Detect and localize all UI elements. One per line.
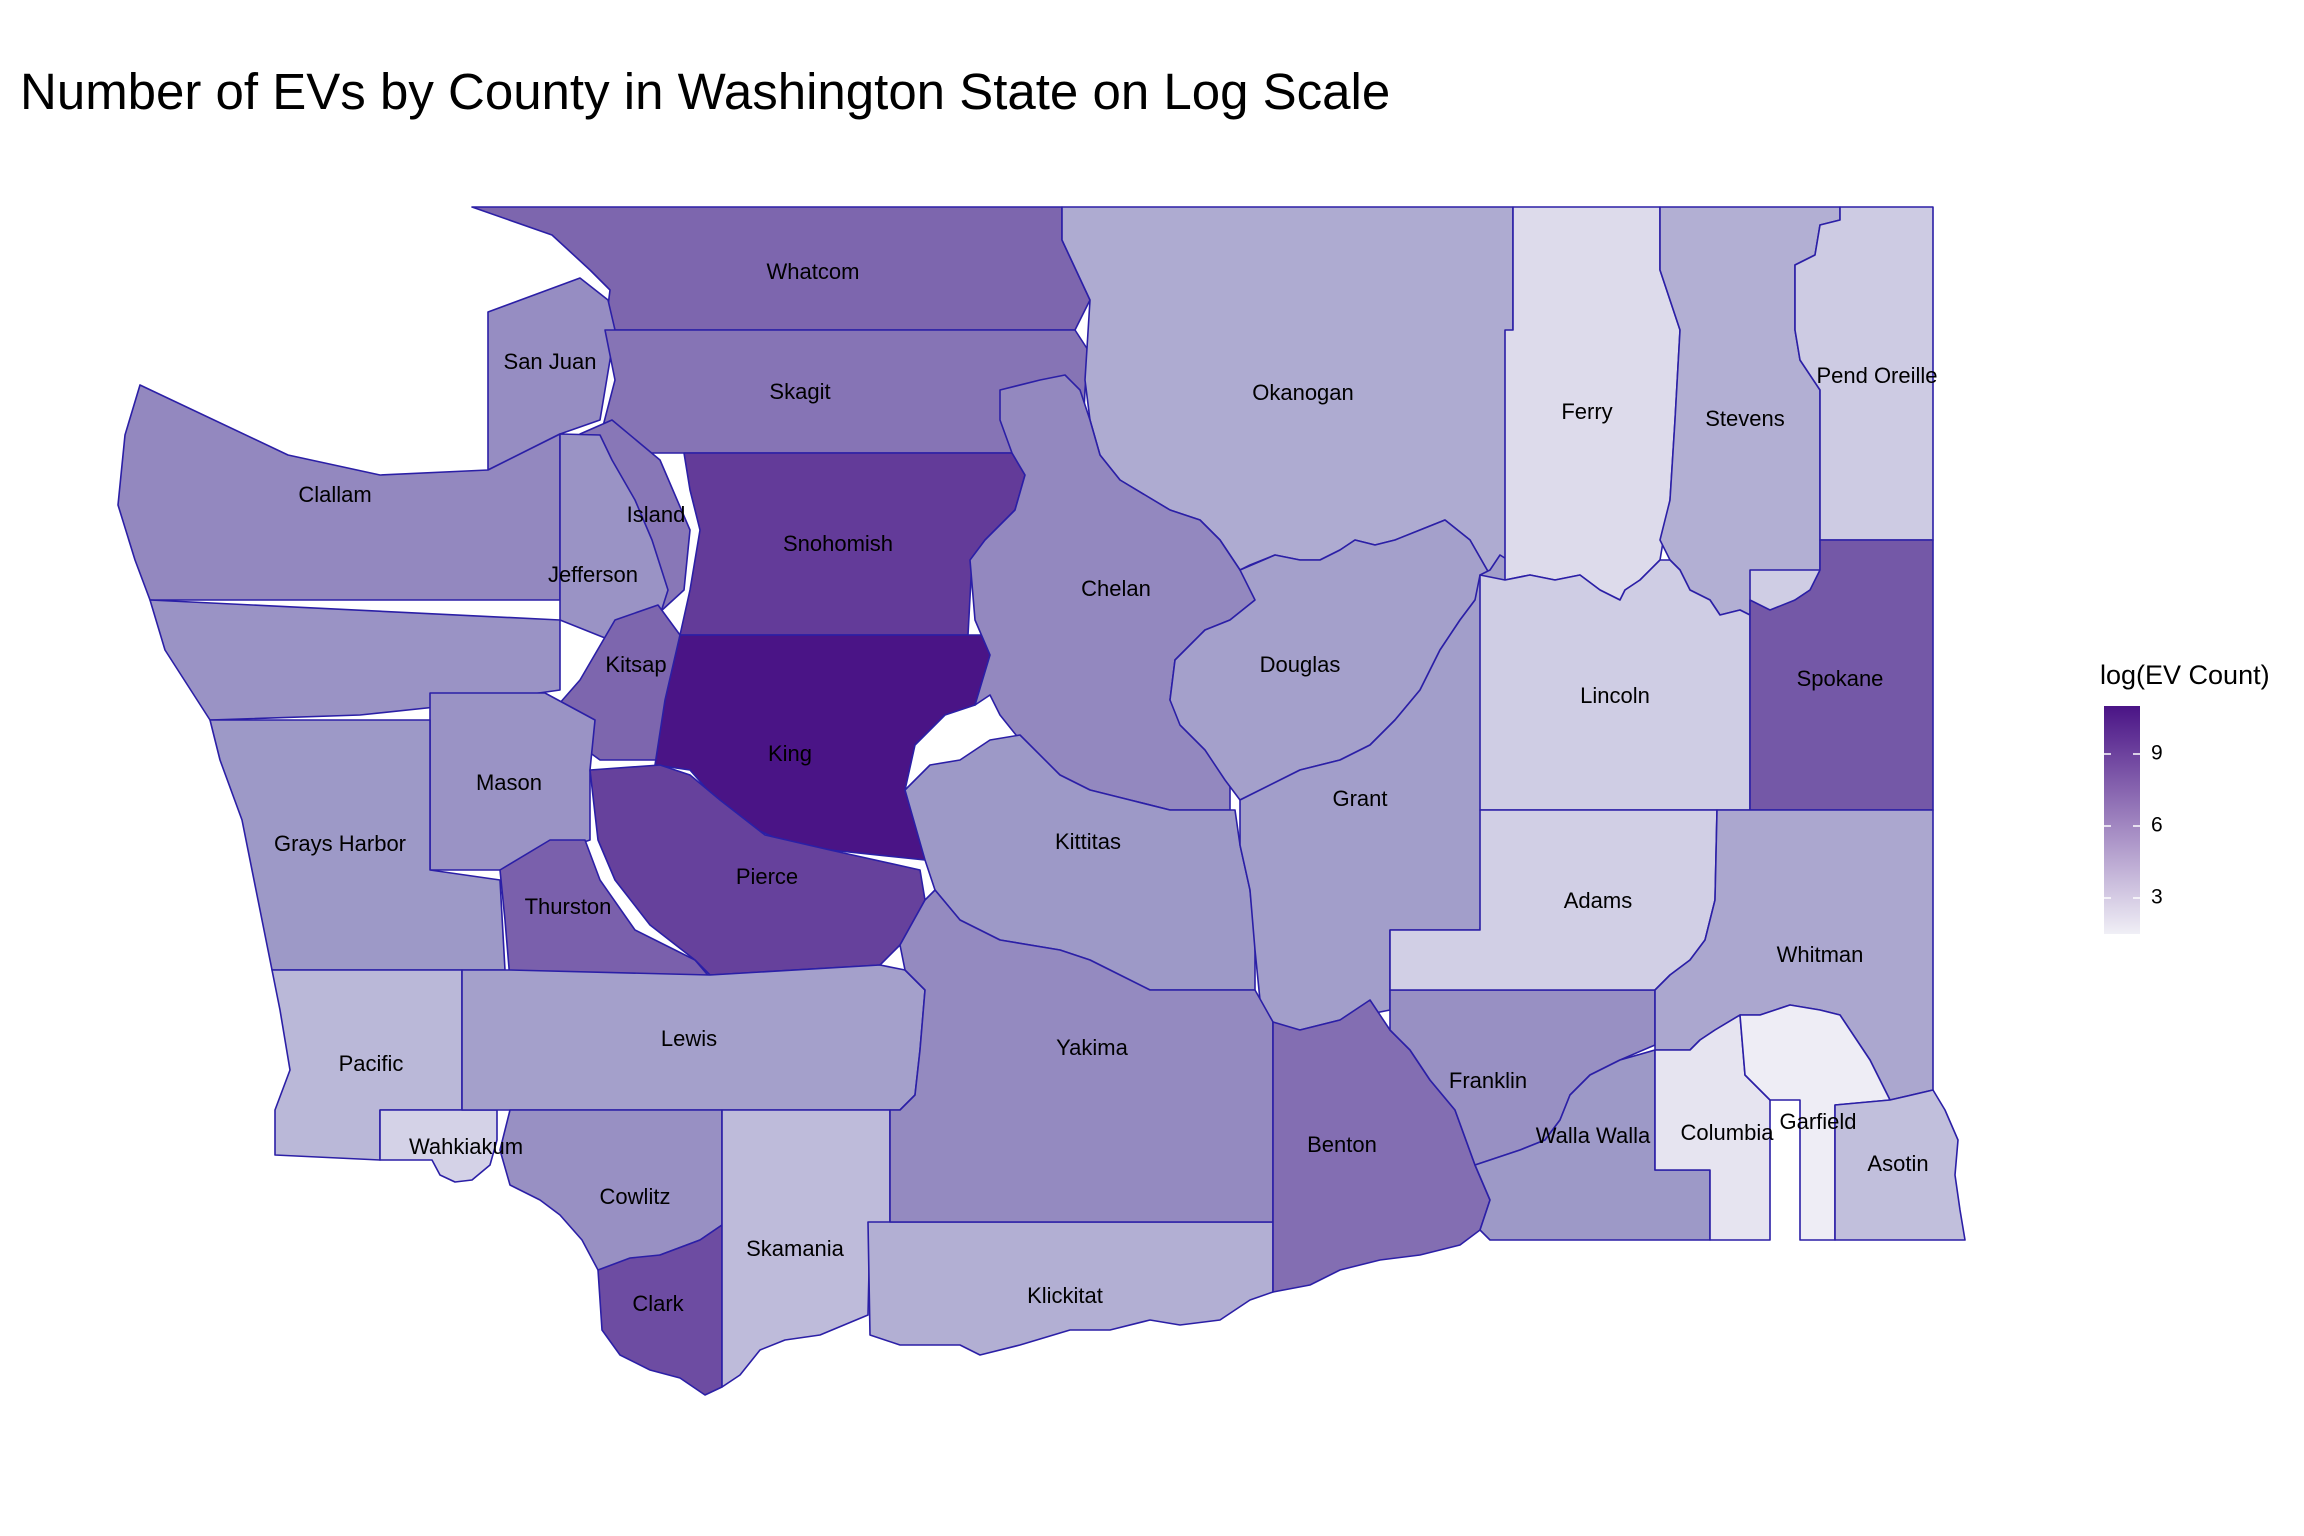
county-label-pend-oreille: Pend Oreille: [1816, 363, 1937, 388]
county-klickitat: [867, 1221, 1274, 1356]
county-label-spokane: Spokane: [1797, 666, 1884, 691]
county-label-kittitas: Kittitas: [1055, 829, 1121, 854]
county-label-pierce: Pierce: [736, 864, 798, 889]
county-label-snohomish: Snohomish: [783, 531, 893, 556]
county-label-whitman: Whitman: [1777, 942, 1864, 967]
county-label-clark: Clark: [632, 1291, 684, 1316]
county-label-grays-harbor: Grays Harbor: [274, 831, 406, 856]
county-label-asotin: Asotin: [1867, 1151, 1928, 1176]
county-label-garfield: Garfield: [1779, 1109, 1856, 1134]
county-wahkiakum: [379, 1109, 498, 1183]
county-label-ferry: Ferry: [1561, 399, 1612, 424]
county-label-clallam: Clallam: [298, 482, 371, 507]
county-label-lewis: Lewis: [661, 1026, 717, 1051]
county-clark: [597, 1224, 723, 1396]
county-label-columbia: Columbia: [1681, 1120, 1775, 1145]
county-asotin: [1834, 1089, 1966, 1241]
county-label-adams: Adams: [1564, 888, 1632, 913]
county-label-douglas: Douglas: [1260, 652, 1341, 677]
county-label-san-juan: San Juan: [504, 349, 597, 374]
county-label-chelan: Chelan: [1081, 576, 1151, 601]
county-label-pacific: Pacific: [339, 1051, 404, 1076]
county-label-whatcom: Whatcom: [767, 259, 860, 284]
county-label-yakima: Yakima: [1056, 1035, 1128, 1060]
county-label-grant: Grant: [1332, 786, 1387, 811]
county-label-jefferson: Jefferson: [548, 562, 638, 587]
county-label-stevens: Stevens: [1705, 406, 1785, 431]
county-label-klickitat: Klickitat: [1027, 1283, 1103, 1308]
county-label-benton: Benton: [1307, 1132, 1377, 1157]
county-label-king: King: [768, 741, 812, 766]
county-label-okanogan: Okanogan: [1252, 380, 1354, 405]
county-label-franklin: Franklin: [1449, 1068, 1527, 1093]
county-label-thurston: Thurston: [525, 894, 612, 919]
county-label-lincoln: Lincoln: [1580, 683, 1650, 708]
county-yakima: [889, 889, 1274, 1223]
county-label-island: Island: [627, 502, 686, 527]
county-label-wahkiakum: Wahkiakum: [409, 1134, 523, 1159]
county-jefferson: [149, 433, 669, 721]
county-label-skamania: Skamania: [746, 1236, 845, 1261]
county-pend-oreille: [1794, 206, 1934, 541]
county-label-cowlitz: Cowlitz: [600, 1184, 671, 1209]
county-thurston: [499, 839, 713, 981]
county-grant: [1239, 554, 1509, 1031]
county-label-skagit: Skagit: [769, 379, 830, 404]
county-label-kitsap: Kitsap: [605, 652, 666, 677]
county-mason: [429, 692, 596, 871]
county-label-mason: Mason: [476, 770, 542, 795]
legend-title: log(EV Count): [2100, 660, 2270, 690]
page-title: Number of EVs by County in Washington St…: [20, 63, 1391, 120]
county-spokane: [1749, 539, 1934, 811]
county-label-walla-walla: Walla Walla: [1536, 1123, 1651, 1148]
